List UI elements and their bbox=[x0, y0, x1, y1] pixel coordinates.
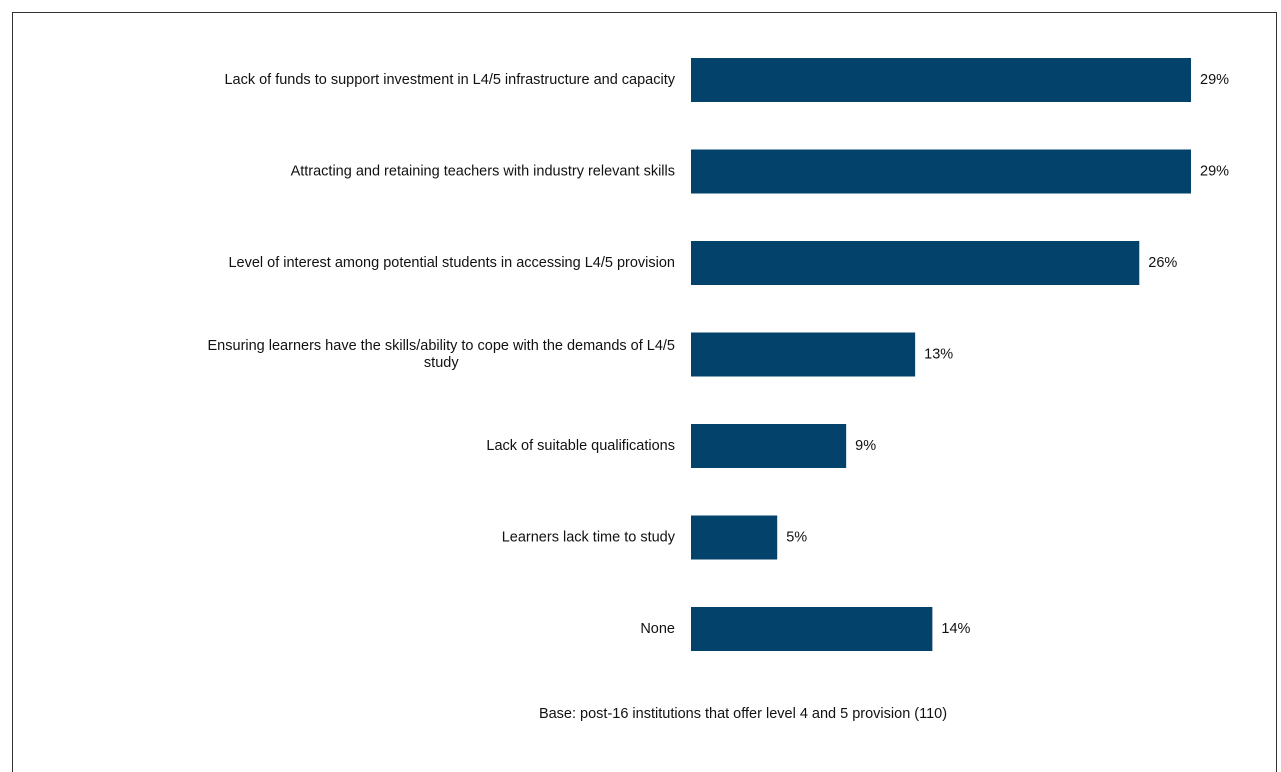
value-label-0: 29% bbox=[1200, 72, 1229, 88]
value-label-3: 13% bbox=[924, 346, 953, 362]
bar-1 bbox=[691, 149, 1191, 194]
category-label-5: Learners lack time to study bbox=[502, 529, 676, 545]
bar-6 bbox=[691, 607, 933, 651]
category-labels-group: Lack of funds to support investment in L… bbox=[208, 72, 676, 637]
value-label-5: 5% bbox=[786, 529, 807, 545]
value-label-1: 29% bbox=[1200, 163, 1229, 179]
bars-group bbox=[691, 58, 1191, 651]
category-label-2: Level of interest among potential studen… bbox=[228, 255, 675, 271]
bar-5 bbox=[691, 515, 778, 560]
category-label-line: Level of interest among potential studen… bbox=[228, 255, 675, 271]
value-label-2: 26% bbox=[1148, 255, 1177, 271]
category-label-3: Ensuring learners have the skills/abilit… bbox=[208, 338, 675, 371]
bar-2 bbox=[691, 241, 1140, 285]
category-label-line: study bbox=[424, 355, 459, 371]
value-label-4: 9% bbox=[855, 438, 876, 454]
bar-4 bbox=[691, 424, 847, 468]
category-label-1: Attracting and retaining teachers with i… bbox=[291, 163, 675, 179]
category-label-line: None bbox=[640, 621, 675, 637]
category-label-0: Lack of funds to support investment in L… bbox=[224, 72, 675, 88]
chart-frame bbox=[12, 12, 1277, 772]
category-label-line: Lack of funds to support investment in L… bbox=[224, 72, 675, 88]
bar-0 bbox=[691, 58, 1191, 102]
value-label-6: 14% bbox=[941, 621, 970, 637]
bar-3 bbox=[691, 332, 916, 377]
category-label-line: Lack of suitable qualifications bbox=[486, 438, 675, 454]
category-label-6: None bbox=[640, 621, 675, 637]
category-label-line: Attracting and retaining teachers with i… bbox=[291, 163, 675, 179]
value-labels-group: 29% 29% 26% 13% 9% 5% 14% bbox=[786, 72, 1229, 637]
category-label-4: Lack of suitable qualifications bbox=[486, 438, 675, 454]
category-label-line: Learners lack time to study bbox=[502, 529, 676, 545]
base-note: Base: post-16 institutions that offer le… bbox=[539, 706, 947, 722]
category-label-line: Ensuring learners have the skills/abilit… bbox=[208, 338, 675, 354]
